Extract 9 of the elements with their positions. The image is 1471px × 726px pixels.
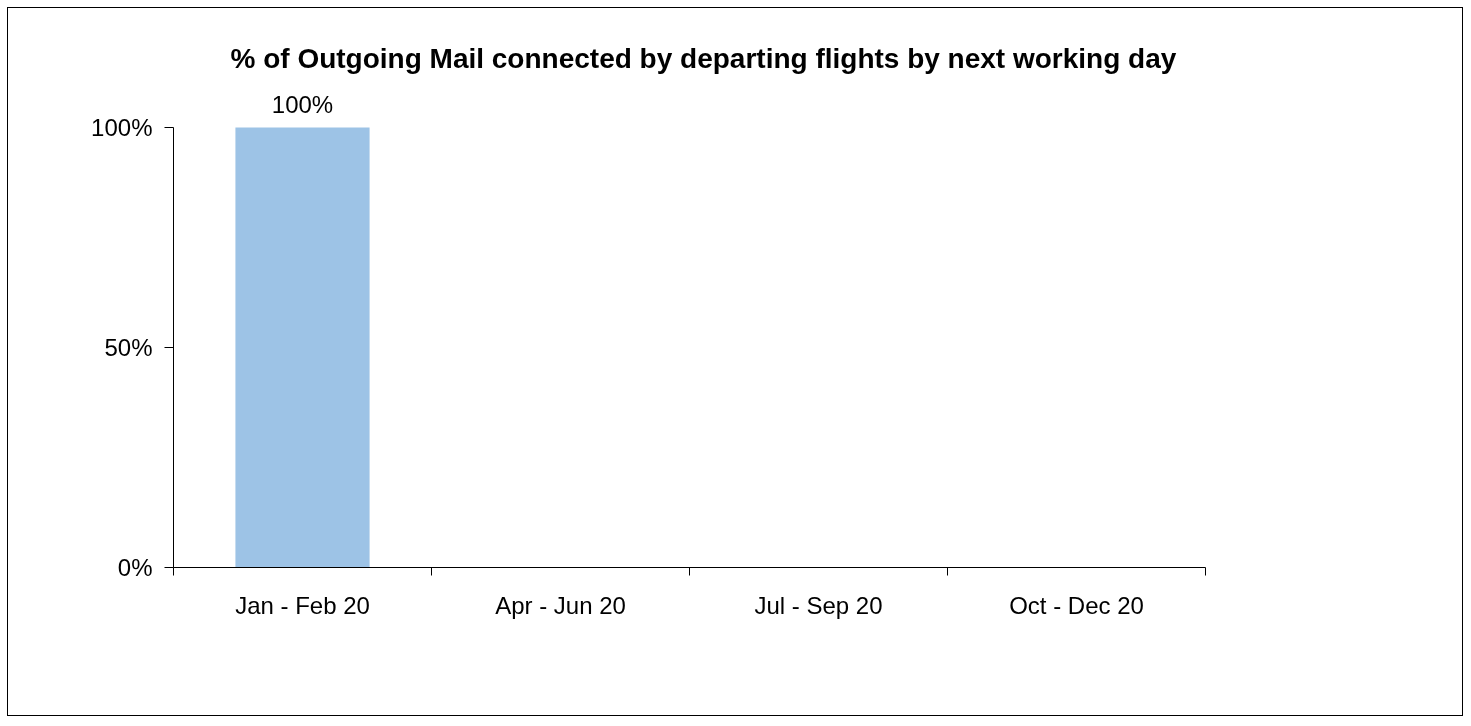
chart-title: % of Outgoing Mail connected by departing flights by next working day (230, 42, 1177, 74)
data-label: 100% (271, 90, 334, 118)
x-tick-label: Apr - Jun 20 (495, 591, 626, 619)
y-tick-label: 0% (117, 554, 153, 581)
x-tick-label: Jul - Sep 20 (754, 591, 883, 619)
x-tick-label: Oct - Dec 20 (1009, 591, 1144, 619)
y-tick-label: 50% (104, 334, 153, 361)
y-tick-label: 100% (91, 114, 153, 141)
x-tick-label: Jan - Feb 20 (235, 591, 370, 619)
